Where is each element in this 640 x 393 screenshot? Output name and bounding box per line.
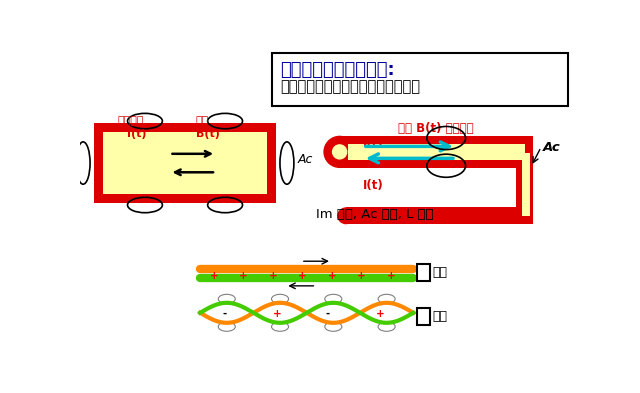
Bar [346, 208, 533, 224]
Bar [417, 308, 429, 325]
Text: I(t): I(t) [127, 129, 146, 139]
Text: +: + [376, 309, 385, 319]
Text: +: + [210, 271, 218, 281]
Text: 高频交流环路的面积应该尽量减小。: 高频交流环路的面积应该尽量减小。 [280, 79, 420, 94]
Text: -: - [223, 309, 227, 319]
Bar [417, 264, 429, 281]
Text: 磁场: 磁场 [196, 116, 209, 127]
Ellipse shape [332, 144, 348, 160]
Text: 电源步版基本要点之四:: 电源步版基本要点之四: [280, 61, 395, 79]
Text: +: + [387, 271, 395, 281]
Text: 负载: 负载 [433, 266, 447, 279]
Text: B(t): B(t) [196, 129, 220, 139]
Text: 磁场 B(t) 互相抵销: 磁场 B(t) 互相抵销 [397, 122, 474, 135]
Ellipse shape [337, 208, 355, 224]
Text: I(t): I(t) [363, 179, 383, 192]
Text: +: + [298, 271, 307, 281]
Text: 交流电流: 交流电流 [117, 116, 144, 127]
Text: +: + [269, 271, 277, 281]
Text: +: + [273, 309, 282, 319]
Text: Im 不变, Ac 减小, L 减小: Im 不变, Ac 减小, L 减小 [316, 208, 434, 221]
Bar [103, 132, 267, 194]
Bar [94, 123, 276, 204]
Bar [516, 136, 533, 224]
Bar [348, 144, 525, 160]
Bar [272, 53, 568, 106]
Bar [522, 152, 531, 216]
Text: Ac: Ac [298, 153, 313, 166]
Text: I(t): I(t) [363, 137, 383, 150]
Bar [340, 136, 533, 168]
Text: +: + [357, 271, 365, 281]
Text: +: + [328, 271, 336, 281]
Text: -: - [326, 309, 330, 319]
Text: 负载: 负载 [433, 310, 447, 323]
Text: Ac: Ac [543, 141, 561, 154]
Ellipse shape [323, 136, 356, 168]
Text: +: + [239, 271, 248, 281]
